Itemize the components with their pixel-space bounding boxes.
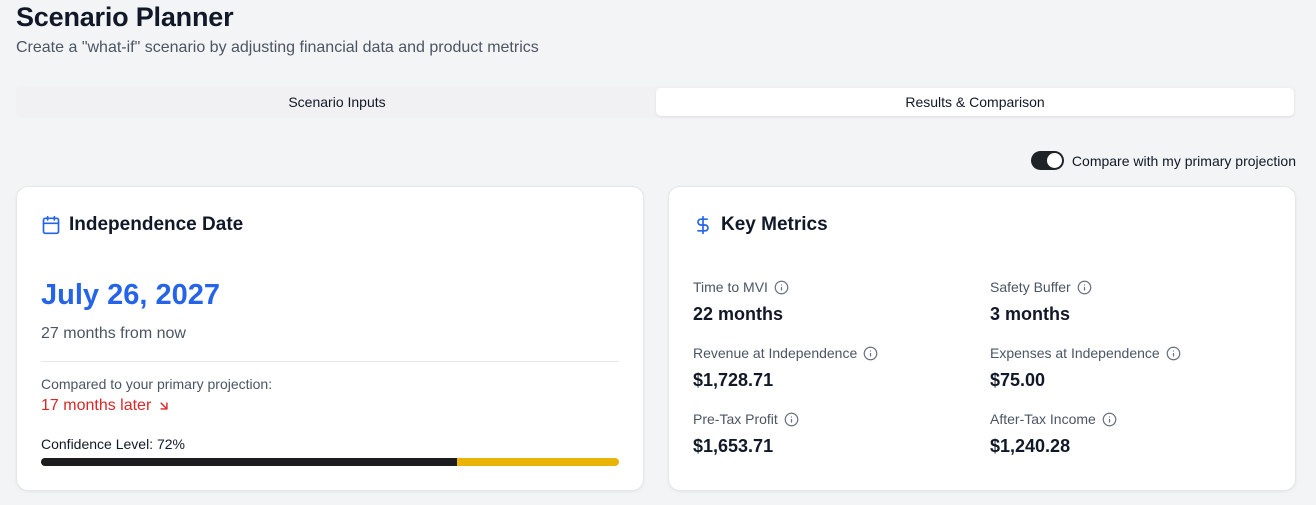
months-from-now: 27 months from now	[41, 325, 186, 342]
metric-value: $1,653.71	[693, 436, 774, 456]
comparison-value: 17 months later	[41, 397, 171, 415]
tab-bar: Scenario Inputs Results & Comparison	[16, 86, 1296, 118]
metric-item: After-Tax Income $1,240.28	[990, 410, 1273, 457]
compare-switch[interactable]	[1030, 151, 1064, 170]
metric-label: Revenue at Independence	[693, 344, 990, 362]
independence-date-value: July 26, 2027	[41, 279, 220, 311]
info-icon[interactable]	[1077, 280, 1092, 295]
metric-value: $1,728.71	[693, 370, 774, 390]
confidence-progress-bar	[41, 458, 619, 466]
dollar-icon	[693, 215, 713, 235]
metric-label: Pre-Tax Profit	[693, 410, 990, 428]
metric-value: $1,240.28	[990, 436, 1071, 456]
metric-item: Time to MVI 22 months	[693, 278, 990, 325]
metric-value: 22 months	[693, 304, 784, 324]
calendar-icon	[41, 215, 61, 235]
metrics-grid: Time to MVI 22 months Safety Buffer 3 month…	[693, 278, 1273, 457]
metric-item: Expenses at Independence $75.00	[990, 344, 1273, 391]
metric-item: Revenue at Independence $1,728.71	[693, 344, 990, 391]
tab-scenario-inputs[interactable]: Scenario Inputs	[288, 94, 386, 110]
metric-label-text: Revenue at Independence	[693, 345, 858, 361]
compare-toggle: Compare with my primary projection	[1030, 151, 1296, 170]
info-icon[interactable]	[774, 280, 789, 295]
info-icon[interactable]	[1102, 412, 1117, 427]
metric-value: 3 months	[990, 304, 1071, 324]
metric-label-text: Safety Buffer	[990, 279, 1071, 295]
metric-label: After-Tax Income	[990, 410, 1273, 428]
metric-label-text: Pre-Tax Profit	[693, 411, 778, 427]
metric-item: Pre-Tax Profit $1,653.71	[693, 410, 990, 457]
key-metrics-card: Key Metrics Time to MVI 22 months Safety B…	[668, 186, 1296, 491]
independence-card-header: Independence Date	[41, 214, 243, 236]
metric-label-text: Time to MVI	[693, 279, 768, 295]
metric-value: $75.00	[990, 370, 1046, 390]
comparison-label: Compared to your primary projection:	[41, 376, 273, 392]
metric-label: Time to MVI	[693, 278, 990, 296]
metric-label: Safety Buffer	[990, 278, 1273, 296]
key-metrics-card-title: Key Metrics	[721, 214, 828, 235]
info-icon[interactable]	[1166, 346, 1181, 361]
metric-label-text: Expenses at Independence	[990, 345, 1160, 361]
compare-toggle-label: Compare with my primary projection	[1071, 152, 1296, 169]
confidence-label: Confidence Level: 72%	[41, 436, 185, 452]
metric-item: Safety Buffer 3 months	[990, 278, 1273, 325]
confidence-progress-fill	[41, 458, 458, 466]
info-icon[interactable]	[863, 346, 878, 361]
metric-label-text: After-Tax Income	[990, 411, 1096, 427]
arrow-down-right-icon	[157, 399, 171, 413]
info-icon[interactable]	[784, 412, 799, 427]
metric-label: Expenses at Independence	[990, 344, 1273, 362]
divider	[41, 361, 619, 362]
independence-card-title: Independence Date	[69, 214, 244, 235]
comparison-value-text: 17 months later	[41, 397, 152, 414]
page-subtitle: Create a "what-if" scenario by adjusting…	[16, 39, 539, 56]
tab-results-comparison[interactable]: Results & Comparison	[656, 88, 1294, 116]
page-title: Scenario Planner	[16, 2, 234, 32]
independence-date-card: Independence Date July 26, 2027 27 month…	[16, 186, 644, 491]
key-metrics-card-header: Key Metrics	[693, 214, 828, 236]
